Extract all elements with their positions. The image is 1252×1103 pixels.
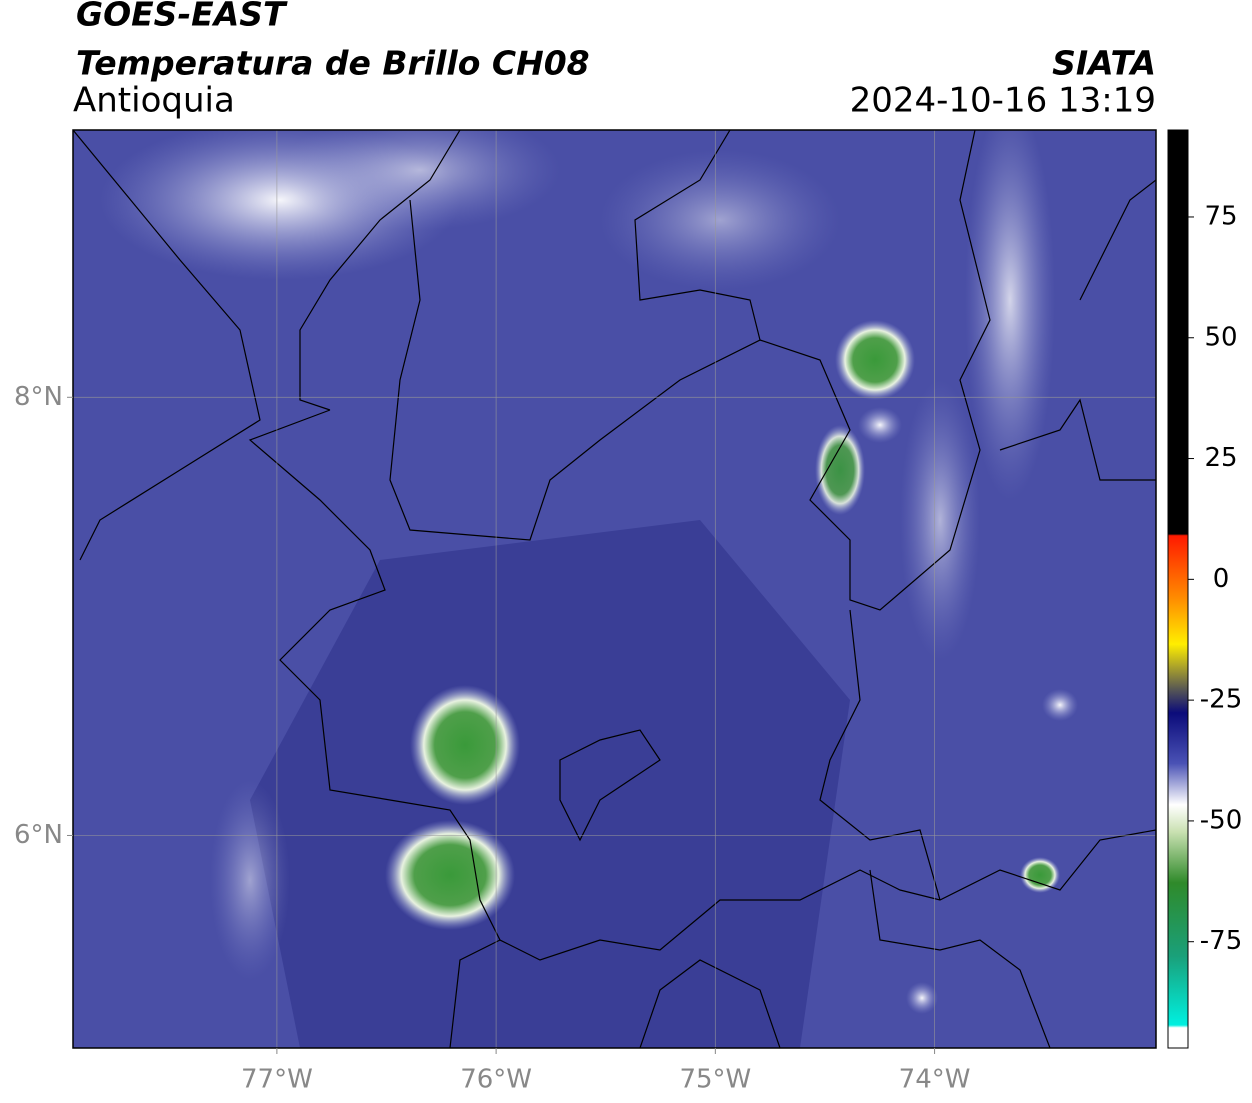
y-tick-label: 6°N (14, 820, 63, 850)
colorbar-tick-label: 0 (1213, 564, 1230, 594)
title: GOES-EAST (76, 0, 288, 34)
map-frame (72, 129, 1157, 1049)
x-tick-label: 74°W (899, 1065, 971, 1095)
colorbar-tick-label: 50 (1204, 322, 1237, 352)
x-tick-label: 77°W (241, 1065, 313, 1095)
colorbar-tick-label: -25 (1200, 685, 1242, 715)
colorbar (1167, 129, 1189, 1049)
colorbar-tick-label: 75 (1204, 201, 1237, 231)
colorbar-tick-label: 25 (1204, 443, 1237, 473)
subtitle: Temperatura de Brillo CH08 (76, 44, 590, 83)
region: Antioquia (73, 81, 235, 121)
colorbar-tick-label: -50 (1200, 805, 1242, 835)
y-tick-label: 8°N (14, 382, 63, 412)
colorbar-tick-label: -75 (1200, 926, 1242, 956)
x-tick-label: 76°W (460, 1065, 532, 1095)
x-tick-label: 75°W (679, 1065, 751, 1095)
grid (73, 130, 1156, 1048)
map-image (73, 130, 1156, 1048)
timestamp: 2024-10-16 13:19 (850, 81, 1156, 121)
source: SIATA (1052, 44, 1156, 83)
